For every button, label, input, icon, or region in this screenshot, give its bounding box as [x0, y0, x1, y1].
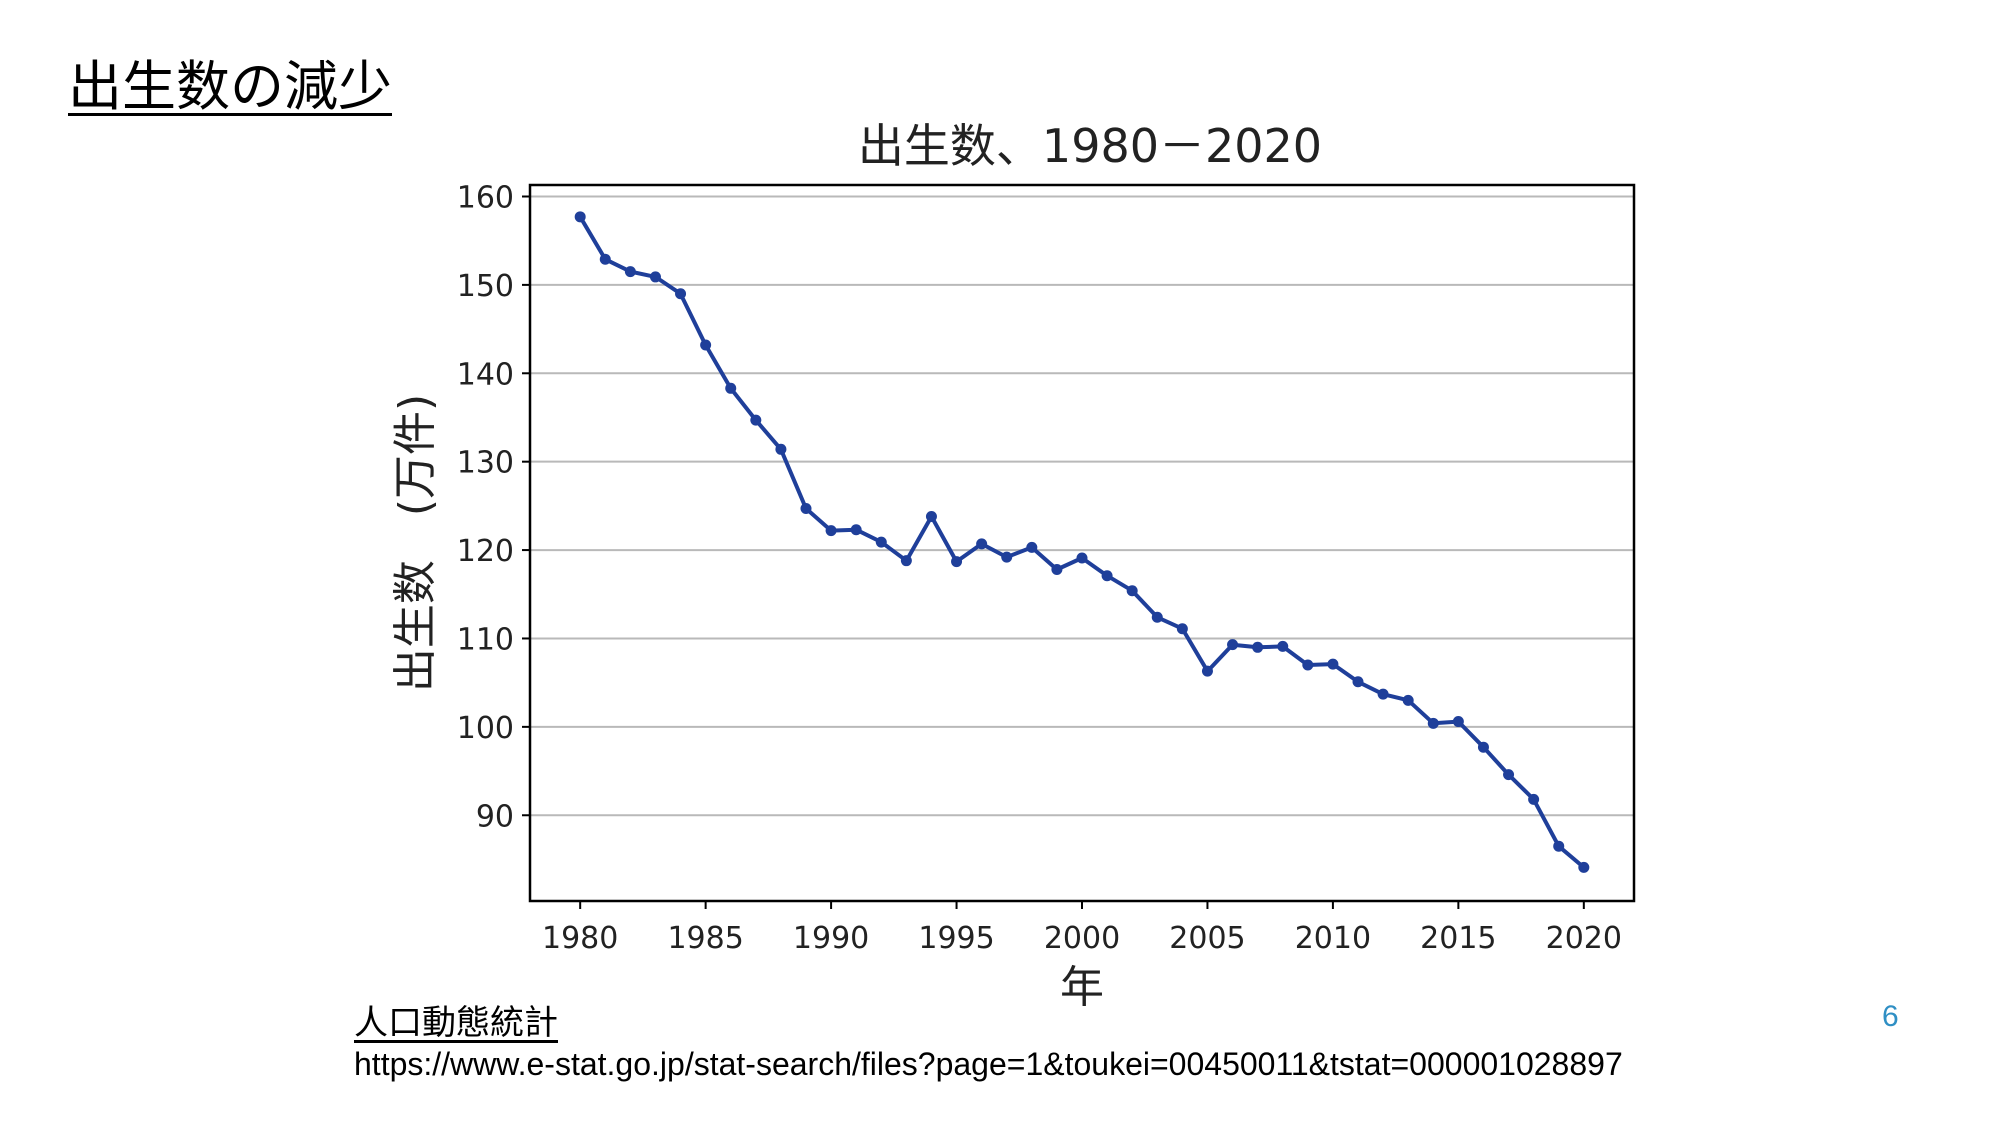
data-point [1352, 676, 1364, 688]
data-point [1151, 611, 1163, 623]
y-tick-label: 100 [457, 711, 514, 746]
data-point [1528, 793, 1540, 805]
data-point [925, 510, 937, 522]
data-point [1377, 688, 1389, 700]
source-url[interactable]: https://www.e-stat.go.jp/stat-search/fil… [354, 1046, 1623, 1082]
data-point [1477, 741, 1489, 753]
chart-title: 出生数、1980－2020 [858, 119, 1322, 173]
data-point [951, 556, 963, 568]
x-tick-label: 1990 [793, 921, 869, 956]
data-point [976, 538, 988, 550]
slide-title: 出生数の減少 [68, 55, 392, 118]
y-tick-label: 110 [457, 622, 514, 657]
source-title: 人口動態統計 [354, 1003, 558, 1043]
data-point [1126, 585, 1138, 597]
data-point [1101, 570, 1113, 582]
data-point [1327, 658, 1339, 670]
data-point [850, 524, 862, 536]
y-axis-ticks: 90 100 110 120 130 140 150 160 [457, 180, 530, 834]
data-point [1452, 716, 1464, 728]
page-number: 6 [1882, 1000, 1899, 1033]
y-tick-label: 160 [457, 180, 514, 215]
series-line [578, 215, 1586, 869]
data-point [1252, 641, 1264, 653]
data-point [1302, 659, 1314, 671]
data-point [825, 525, 837, 537]
data-point [1176, 623, 1188, 635]
data-point [1578, 861, 1590, 873]
plot-frame [528, 183, 1636, 903]
y-gridlines [530, 195, 1634, 817]
data-point [675, 288, 687, 300]
data-point [900, 555, 912, 567]
x-axis-label: 年 [1060, 962, 1104, 1013]
x-tick-label: 2000 [1044, 921, 1120, 956]
data-point [700, 339, 712, 351]
data-point [1427, 717, 1439, 729]
x-axis-ticks: 1980 1985 1990 1995 2000 2005 2010 2015 2020 [542, 901, 1622, 956]
data-point [775, 443, 787, 455]
data-point [725, 382, 737, 394]
data-point [1076, 552, 1088, 564]
y-tick-label: 120 [457, 534, 514, 569]
data-point [1277, 640, 1289, 652]
x-tick-label: 2015 [1420, 921, 1496, 956]
x-tick-label: 2020 [1546, 921, 1622, 956]
y-tick-label: 140 [457, 357, 514, 392]
data-point [1503, 769, 1515, 781]
y-tick-label: 90 [476, 799, 514, 834]
data-point [1402, 694, 1414, 706]
y-tick-label: 150 [457, 269, 514, 304]
data-point [624, 266, 636, 278]
x-tick-label: 2005 [1169, 921, 1245, 956]
x-tick-label: 1985 [667, 921, 743, 956]
data-point [1001, 551, 1013, 563]
series-line-group [574, 211, 1590, 873]
data-point [750, 414, 762, 426]
x-tick-label: 1995 [918, 921, 994, 956]
data-point [1227, 639, 1239, 651]
x-tick-label: 1980 [542, 921, 618, 956]
x-tick-label: 2010 [1295, 921, 1371, 956]
data-point [875, 536, 887, 548]
y-axis-label: 出生数 (万件) [390, 394, 441, 692]
y-tick-label: 130 [457, 446, 514, 481]
data-point [1553, 840, 1565, 852]
data-point [1051, 564, 1063, 576]
data-point [1201, 665, 1213, 677]
data-point [1026, 541, 1038, 553]
data-point [800, 503, 812, 515]
data-point [649, 271, 661, 283]
data-point [574, 211, 586, 223]
data-point [599, 253, 611, 265]
